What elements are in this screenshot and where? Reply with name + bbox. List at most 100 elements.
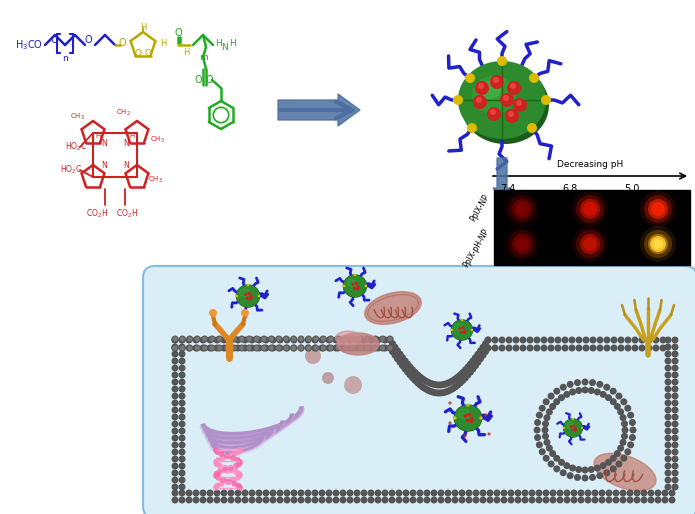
Circle shape: [321, 345, 326, 351]
Circle shape: [283, 336, 290, 342]
Circle shape: [220, 344, 227, 352]
Circle shape: [236, 295, 238, 298]
Circle shape: [343, 345, 348, 351]
Ellipse shape: [566, 422, 574, 429]
Circle shape: [372, 344, 379, 352]
Circle shape: [186, 337, 193, 343]
Circle shape: [344, 376, 362, 394]
Circle shape: [237, 473, 243, 479]
Circle shape: [172, 420, 179, 428]
Circle shape: [575, 337, 582, 343]
Circle shape: [669, 497, 676, 504]
Circle shape: [448, 421, 452, 425]
Circle shape: [179, 344, 186, 352]
Circle shape: [484, 344, 491, 352]
Circle shape: [256, 337, 263, 343]
Circle shape: [304, 489, 311, 497]
Circle shape: [249, 344, 256, 352]
Circle shape: [664, 372, 671, 378]
Circle shape: [644, 195, 672, 223]
Circle shape: [572, 191, 608, 227]
Circle shape: [320, 336, 327, 342]
Circle shape: [671, 420, 678, 428]
Ellipse shape: [344, 276, 366, 297]
Circle shape: [179, 469, 186, 476]
Circle shape: [334, 336, 342, 342]
Circle shape: [311, 344, 318, 352]
Circle shape: [216, 336, 223, 342]
Circle shape: [430, 489, 437, 497]
Circle shape: [179, 378, 186, 386]
Circle shape: [514, 497, 521, 504]
Circle shape: [325, 337, 332, 343]
Circle shape: [515, 237, 529, 251]
Circle shape: [261, 345, 266, 351]
Circle shape: [627, 442, 634, 448]
Circle shape: [559, 469, 566, 476]
Circle shape: [473, 489, 480, 497]
Circle shape: [194, 336, 201, 342]
Text: PpIX-NP: PpIX-NP: [468, 193, 491, 223]
Text: CH$_3$: CH$_3$: [70, 112, 85, 122]
Circle shape: [498, 337, 505, 343]
Circle shape: [397, 359, 404, 366]
Ellipse shape: [461, 66, 549, 144]
Text: H: H: [140, 23, 146, 31]
Circle shape: [270, 337, 277, 343]
Circle shape: [498, 344, 505, 352]
Circle shape: [268, 344, 275, 352]
Circle shape: [223, 344, 231, 352]
Circle shape: [598, 489, 605, 497]
Circle shape: [650, 236, 666, 252]
Circle shape: [472, 354, 479, 361]
Circle shape: [328, 337, 333, 341]
Circle shape: [297, 344, 304, 352]
Circle shape: [584, 497, 591, 504]
Circle shape: [354, 489, 361, 497]
Text: CO$_2$H: CO$_2$H: [116, 207, 138, 219]
Circle shape: [664, 337, 671, 343]
Circle shape: [179, 442, 186, 449]
Circle shape: [444, 388, 451, 395]
Ellipse shape: [564, 419, 582, 436]
Circle shape: [664, 455, 671, 463]
Circle shape: [186, 344, 193, 352]
Circle shape: [284, 489, 291, 497]
Circle shape: [245, 344, 253, 352]
Circle shape: [548, 337, 555, 343]
Circle shape: [231, 336, 238, 342]
Circle shape: [467, 360, 474, 368]
Circle shape: [550, 497, 557, 504]
Circle shape: [529, 73, 539, 83]
Circle shape: [250, 295, 253, 298]
Circle shape: [512, 234, 532, 254]
Circle shape: [241, 497, 249, 504]
Circle shape: [557, 497, 564, 504]
Text: N: N: [101, 161, 107, 171]
Circle shape: [553, 465, 560, 472]
Circle shape: [226, 479, 232, 485]
Circle shape: [237, 485, 243, 491]
Circle shape: [464, 329, 466, 332]
Circle shape: [356, 287, 359, 290]
Circle shape: [220, 337, 227, 343]
Circle shape: [179, 393, 186, 399]
Circle shape: [269, 345, 274, 351]
Circle shape: [416, 489, 423, 497]
Circle shape: [291, 345, 296, 351]
Circle shape: [452, 375, 459, 382]
Circle shape: [423, 497, 430, 504]
Circle shape: [430, 389, 436, 396]
Circle shape: [660, 337, 667, 343]
Circle shape: [648, 234, 668, 254]
Circle shape: [179, 351, 186, 358]
Circle shape: [436, 381, 443, 389]
Circle shape: [453, 416, 457, 419]
Circle shape: [275, 336, 282, 342]
Circle shape: [179, 336, 186, 342]
Circle shape: [487, 107, 501, 121]
Circle shape: [521, 497, 528, 504]
Circle shape: [179, 420, 186, 428]
Circle shape: [450, 377, 457, 384]
Circle shape: [261, 344, 268, 352]
